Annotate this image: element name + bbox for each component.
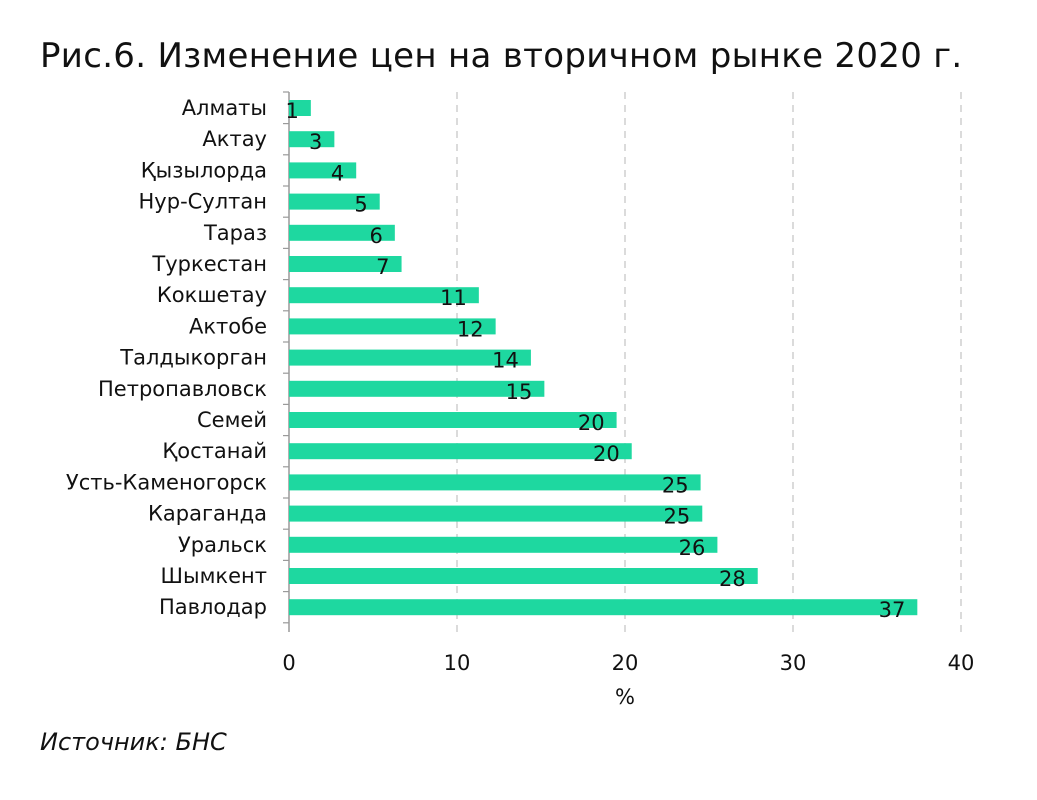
bar <box>289 568 758 584</box>
bar <box>289 349 531 366</box>
category-label: Қостанай <box>162 439 267 463</box>
x-tick-label: 0 <box>282 651 295 675</box>
bar <box>289 443 632 460</box>
data-label: 4 <box>331 161 344 185</box>
bar <box>289 380 545 397</box>
category-label: Тараз <box>203 221 267 245</box>
category-label: Нур-Султан <box>139 190 267 214</box>
category-label: Алматы <box>182 96 267 120</box>
x-tick-label: 30 <box>780 651 807 675</box>
data-label: 1 <box>285 99 298 123</box>
bar <box>289 224 395 241</box>
bar <box>289 256 402 272</box>
category-label: Туркестан <box>151 252 267 276</box>
data-label: 25 <box>662 473 689 497</box>
category-label: Талдыкорган <box>119 346 267 370</box>
category-label: Қызылорда <box>141 158 267 182</box>
category-label: Кокшетау <box>157 283 267 307</box>
data-label: 6 <box>369 224 382 248</box>
category-label: Усть-Каменогорск <box>66 470 267 494</box>
data-label: 37 <box>879 598 906 622</box>
bar <box>289 162 357 179</box>
data-label: 3 <box>309 130 322 154</box>
bar <box>289 131 335 148</box>
data-label: 15 <box>506 380 533 404</box>
bar <box>289 412 617 428</box>
bar <box>289 599 918 616</box>
category-label: Актау <box>202 127 267 151</box>
category-label: Шымкент <box>161 564 267 588</box>
category-label: Семей <box>197 408 267 432</box>
category-label: Павлодар <box>159 595 267 619</box>
bar <box>289 287 479 304</box>
data-label: 5 <box>354 193 367 217</box>
data-label: 25 <box>664 505 691 529</box>
x-tick-label: 20 <box>612 651 639 675</box>
data-label: 7 <box>376 255 389 279</box>
data-label: 12 <box>457 317 484 341</box>
bar <box>289 193 380 210</box>
source-note: Источник: БНС <box>40 728 227 756</box>
chart-title: Рис.6. Изменение цен на вторичном рынке … <box>40 36 963 76</box>
bar <box>289 318 496 335</box>
category-label: Актобе <box>189 314 267 338</box>
x-axis-label: % <box>615 685 635 709</box>
bar <box>289 100 311 116</box>
x-tick-label: 10 <box>444 651 471 675</box>
data-label: 11 <box>440 286 467 310</box>
data-label: 20 <box>593 442 620 466</box>
data-label: 14 <box>492 349 519 373</box>
category-label: Уральск <box>178 533 267 557</box>
data-label: 26 <box>679 536 706 560</box>
category-label: Петропавловск <box>98 377 267 401</box>
x-tick-label: 40 <box>948 651 975 675</box>
data-label: 20 <box>578 411 605 435</box>
data-label: 28 <box>719 567 746 591</box>
bar <box>289 536 718 553</box>
category-label: Караганда <box>148 502 267 526</box>
bar <box>289 474 701 491</box>
bar <box>289 505 703 522</box>
